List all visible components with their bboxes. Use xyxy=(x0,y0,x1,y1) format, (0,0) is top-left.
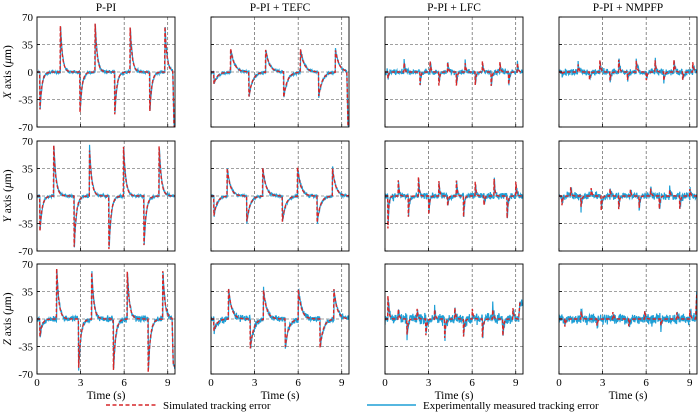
subplot-y-1 xyxy=(210,140,350,252)
x-tick-label: 6 xyxy=(295,377,301,389)
subplot-x-1 xyxy=(210,16,350,128)
series-measured-line xyxy=(559,185,697,213)
x-tick-label: 6 xyxy=(469,377,475,389)
subplot-x-3 xyxy=(558,16,698,128)
column-title: P-PI + TEFC xyxy=(250,2,311,14)
x-tick-label: 9 xyxy=(687,377,693,389)
x-tick-label: 9 xyxy=(165,377,171,389)
y-tick-label: 70 xyxy=(22,136,34,148)
x-tick-label: 3 xyxy=(252,377,258,389)
series-measured-line xyxy=(559,291,697,332)
series-simulated-line xyxy=(385,176,523,229)
y-tick-label: -35 xyxy=(18,342,33,354)
subplot-x-2 xyxy=(384,16,524,128)
x-axis-label: Time (s) xyxy=(261,390,300,402)
x-tick-label: 0 xyxy=(382,377,388,389)
y-tick-label: -35 xyxy=(18,95,33,107)
y-tick-label: 0 xyxy=(28,191,34,203)
x-axis-label: Time (s) xyxy=(609,390,648,402)
series-simulated-line xyxy=(559,59,697,81)
subplot-y-2 xyxy=(384,140,524,252)
y-tick-label: 35 xyxy=(22,287,34,299)
y-tick-label: 35 xyxy=(22,164,34,176)
series-simulated-line xyxy=(211,48,349,127)
row-axis-label: Z axis (μm) xyxy=(2,292,14,345)
series-simulated-line xyxy=(37,145,175,250)
legend-measured-label: Experimentally measured tracking error xyxy=(423,400,599,412)
subplot-z-0: 0 3 6 9 -70 -35 0 35 70 Time (s) xyxy=(18,259,176,402)
y-tick-label: 35 xyxy=(22,40,34,52)
series-measured-line xyxy=(385,177,523,225)
series-simulated-line xyxy=(559,187,697,211)
legend: Simulated tracking error Experimentally … xyxy=(106,400,599,412)
y-tick-label: 0 xyxy=(28,314,34,326)
x-tick-label: 3 xyxy=(78,377,84,389)
y-tick-label: -70 xyxy=(18,369,33,381)
series-simulated-line xyxy=(559,294,697,327)
subplot-z-2: 0 3 6 9 Time (s) xyxy=(382,263,524,402)
x-tick-label: 9 xyxy=(513,377,519,389)
y-tick-label: 70 xyxy=(22,259,34,271)
x-tick-label: 6 xyxy=(643,377,649,389)
subplot-z-3: 0 3 6 9 Time (s) xyxy=(556,263,698,402)
x-tick-label: 9 xyxy=(339,377,345,389)
x-tick-label: 3 xyxy=(426,377,432,389)
subplot-z-1: 0 3 6 9 Time (s) xyxy=(208,263,350,402)
y-tick-label: -35 xyxy=(18,219,33,231)
subplot-y-0: -70 -35 0 35 70 xyxy=(18,136,176,258)
y-tick-label: -70 xyxy=(18,122,33,134)
series-simulated-line xyxy=(211,288,349,349)
x-axis-label: Time (s) xyxy=(435,390,474,402)
subplot-x-0: -70 -35 0 35 70 xyxy=(18,12,176,134)
series-simulated-line xyxy=(211,167,349,223)
x-tick-label: 0 xyxy=(556,377,562,389)
series-simulated-line xyxy=(385,295,523,338)
column-title: P-PI xyxy=(96,2,117,14)
x-axis-label: Time (s) xyxy=(87,390,126,402)
column-title: P-PI + LFC xyxy=(427,2,481,14)
row-axis-label: X axis (μm) xyxy=(2,45,14,100)
series-measured-line xyxy=(211,286,349,349)
x-tick-label: 0 xyxy=(208,377,214,389)
subplot-grid: P-PI P-PI + TEFC P-PI + LFC P-PI + NMPFP X a… xyxy=(2,2,698,402)
series-simulated-line xyxy=(385,61,523,86)
series-measured-line xyxy=(211,47,349,127)
x-tick-label: 0 xyxy=(34,377,40,389)
legend-simulated-label: Simulated tracking error xyxy=(163,400,271,412)
y-tick-label: -70 xyxy=(18,246,33,258)
y-tick-label: 0 xyxy=(28,67,34,79)
y-tick-label: 70 xyxy=(22,12,34,24)
series-simulated-line xyxy=(37,268,175,373)
series-measured-line xyxy=(37,269,175,371)
x-tick-label: 6 xyxy=(121,377,127,389)
column-title: P-PI + NMPFP xyxy=(593,2,663,14)
row-axis-label: Y axis (μm) xyxy=(2,169,14,222)
subplot-y-3 xyxy=(558,140,698,252)
series-simulated-line xyxy=(37,23,175,127)
x-tick-label: 3 xyxy=(600,377,606,389)
